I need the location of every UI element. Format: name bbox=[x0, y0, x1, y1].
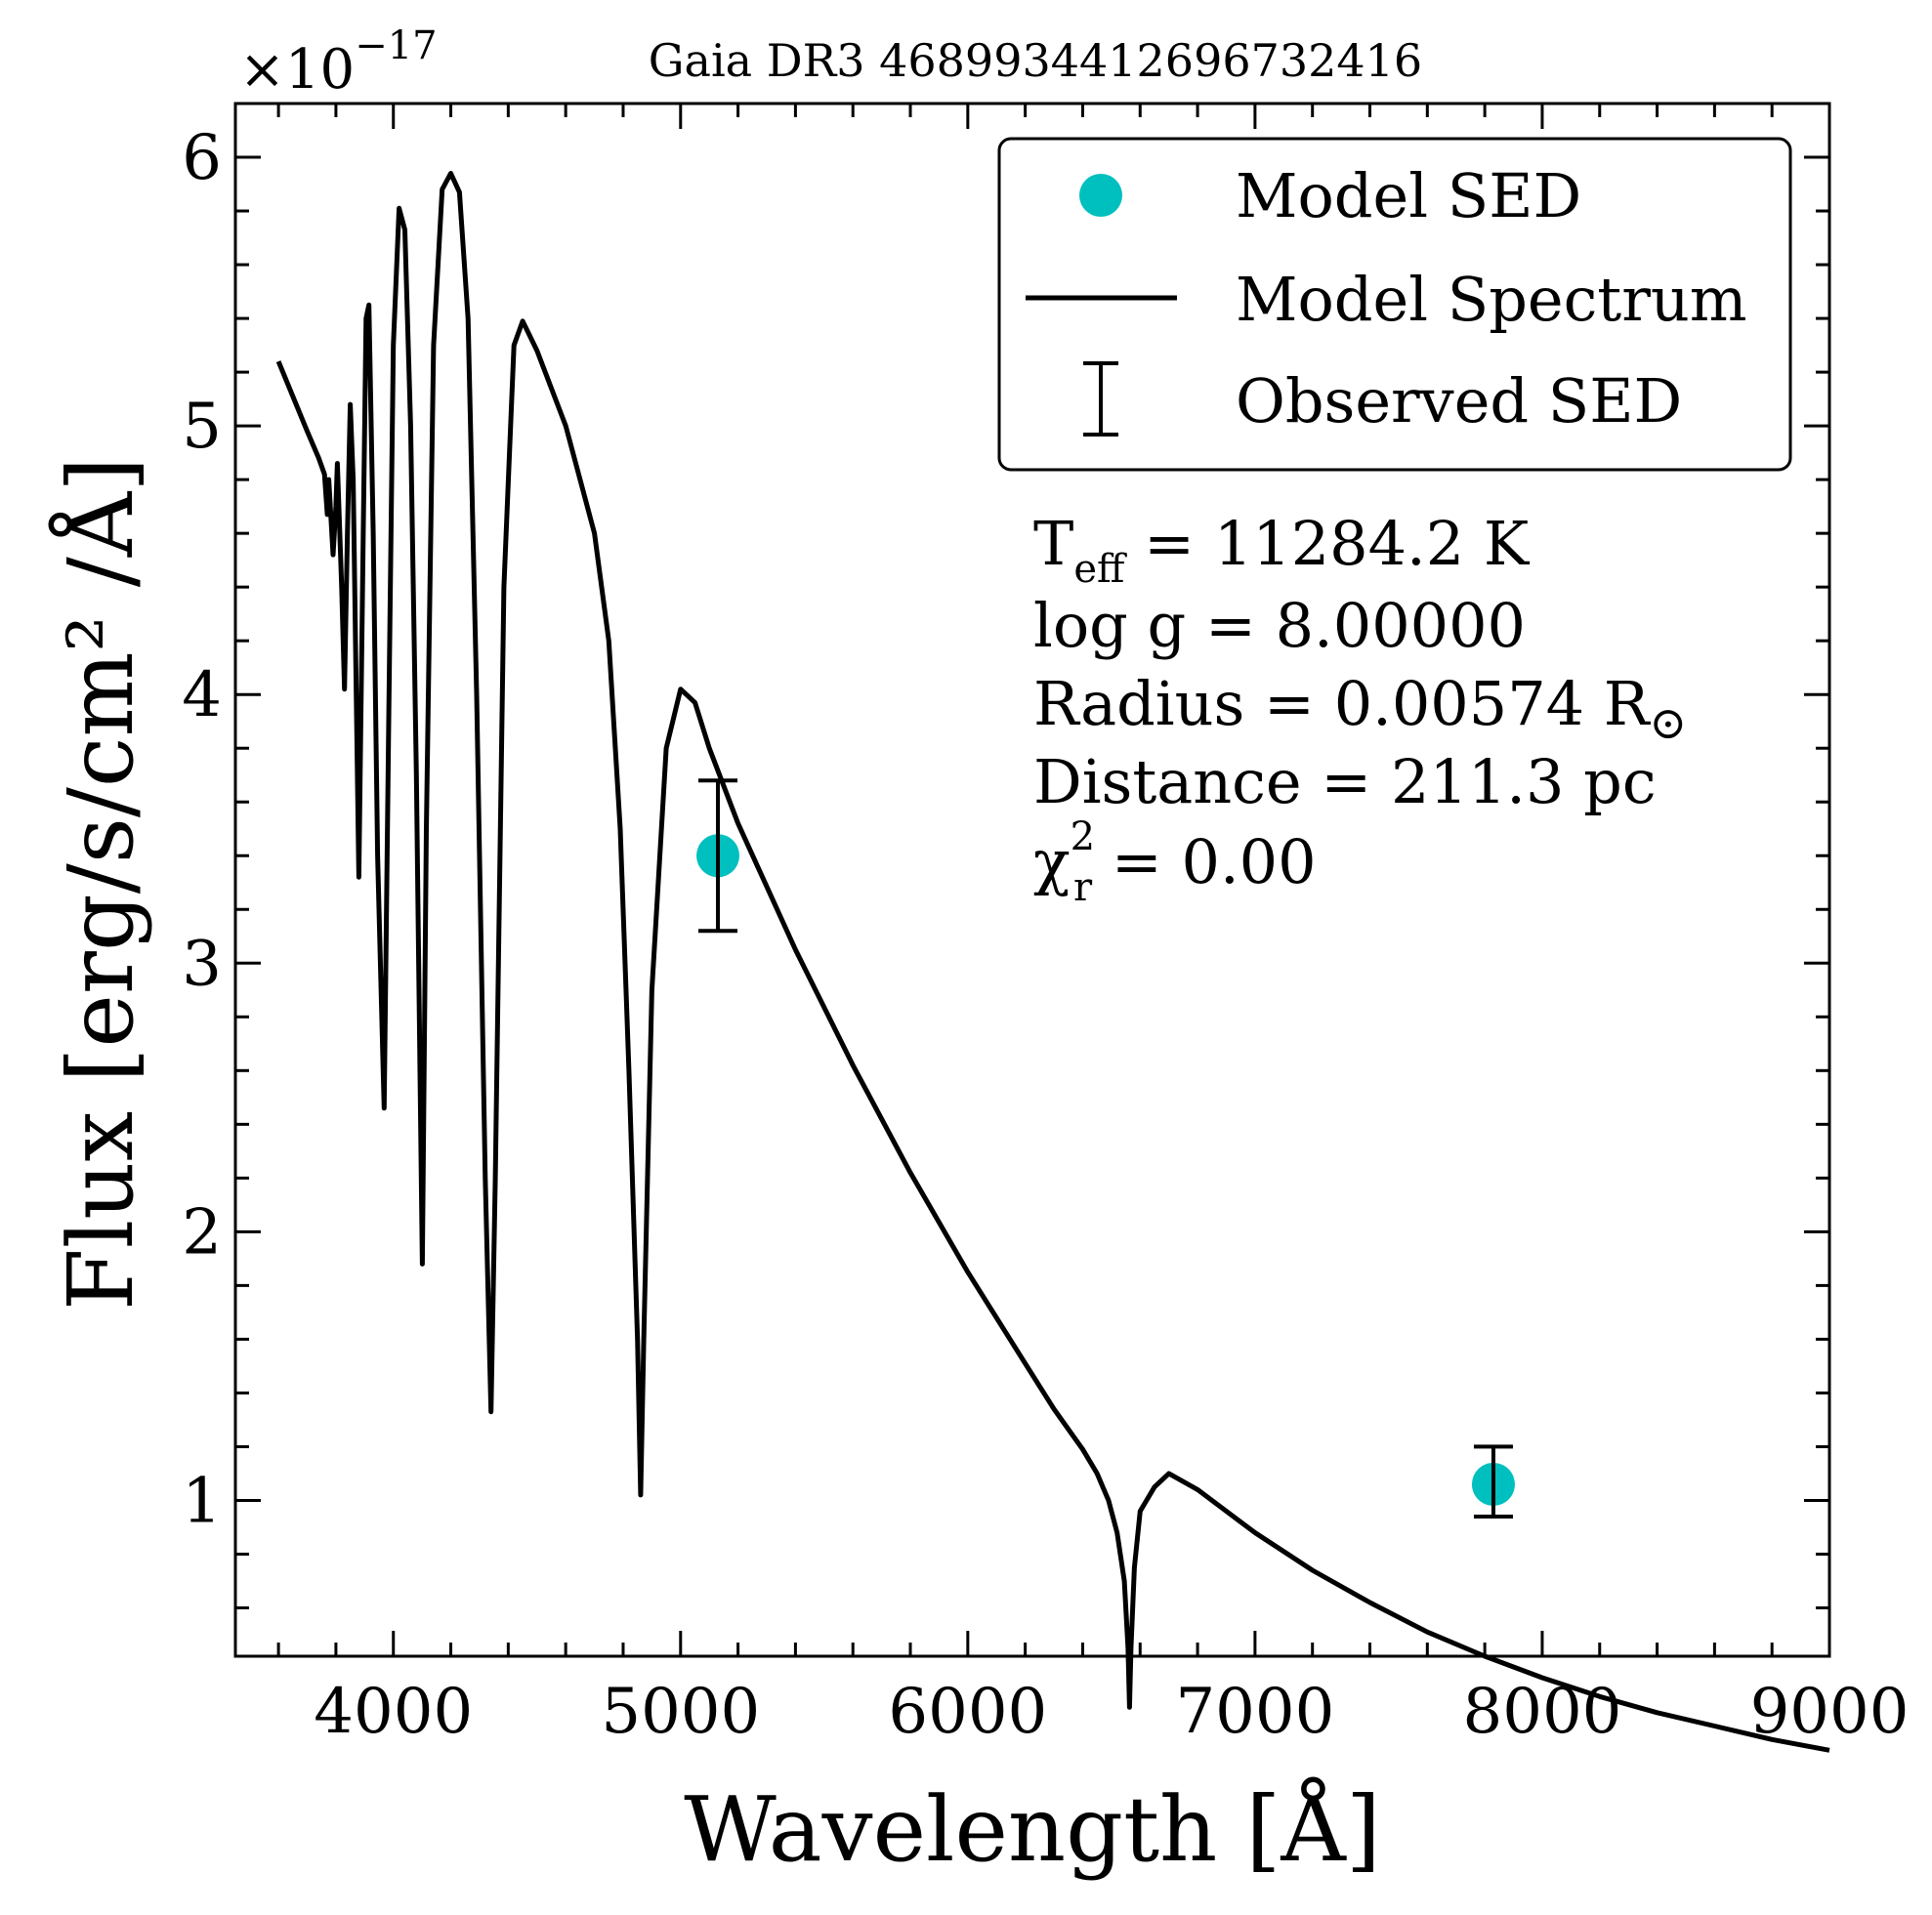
x-tick-label: 7000 bbox=[1175, 1676, 1334, 1748]
series-layer bbox=[275, 171, 1830, 1753]
tick-layer: 4000 5000 6000 7000 8000 9000 1 2 3 4 5 6 bbox=[182, 102, 1910, 1748]
legend-model-spectrum-label: Model Spectrum bbox=[1236, 264, 1747, 335]
y-axis-title: Flux [erg/s/cm² /Å] bbox=[48, 457, 153, 1311]
legend-model-sed-marker bbox=[1079, 174, 1122, 217]
param-teff: Teff = 11284.2 K bbox=[1033, 508, 1531, 592]
fit-parameters: Teff = 11284.2 K log g = 8.00000 Radius … bbox=[1033, 508, 1687, 910]
x-axis-title: Wavelength [Å] bbox=[684, 1776, 1381, 1882]
param-chi2: χ2 r = 0.00 bbox=[1033, 814, 1317, 910]
observed-sed-errorbar bbox=[1473, 1444, 1513, 1519]
y-tick-label: 5 bbox=[182, 391, 222, 463]
y-tick-label: 1 bbox=[182, 1465, 222, 1537]
observed-sed-errorbar bbox=[698, 778, 738, 934]
x-tick-label: 8000 bbox=[1463, 1676, 1622, 1748]
x-tick-label: 5000 bbox=[601, 1676, 760, 1748]
legend-observed-sed-marker bbox=[1083, 361, 1118, 437]
y-tick-label: 3 bbox=[182, 928, 222, 1000]
legend-model-sed-label: Model SED bbox=[1236, 160, 1581, 231]
y-tick-label: 4 bbox=[182, 659, 222, 731]
param-radius: Radius = 0.00574 R⊙ bbox=[1033, 668, 1687, 749]
model-spectrum-line bbox=[275, 171, 1830, 1753]
y-tick-label: 6 bbox=[182, 122, 222, 194]
plot-frame bbox=[233, 102, 1831, 1658]
y-tick-label: 2 bbox=[182, 1196, 222, 1269]
x-tick-label: 9000 bbox=[1750, 1676, 1910, 1748]
param-distance: Distance = 211.3 pc bbox=[1033, 746, 1657, 817]
chart-title: Gaia DR3 4689934412696732416 bbox=[649, 34, 1422, 87]
y-multiplier: ×10−17 bbox=[239, 23, 438, 102]
svg-text:×10−17: ×10−17 bbox=[239, 23, 438, 102]
x-tick-label: 6000 bbox=[888, 1676, 1047, 1748]
param-logg: log g = 8.00000 bbox=[1033, 590, 1526, 661]
y-multiplier-exponent: −17 bbox=[355, 23, 437, 68]
y-multiplier-base: ×10 bbox=[239, 38, 355, 102]
legend-observed-sed-label: Observed SED bbox=[1236, 365, 1682, 437]
x-tick-label: 4000 bbox=[314, 1676, 473, 1748]
legend: Model SED Model Spectrum Observed SED bbox=[997, 137, 1792, 472]
legend-box bbox=[997, 137, 1792, 472]
